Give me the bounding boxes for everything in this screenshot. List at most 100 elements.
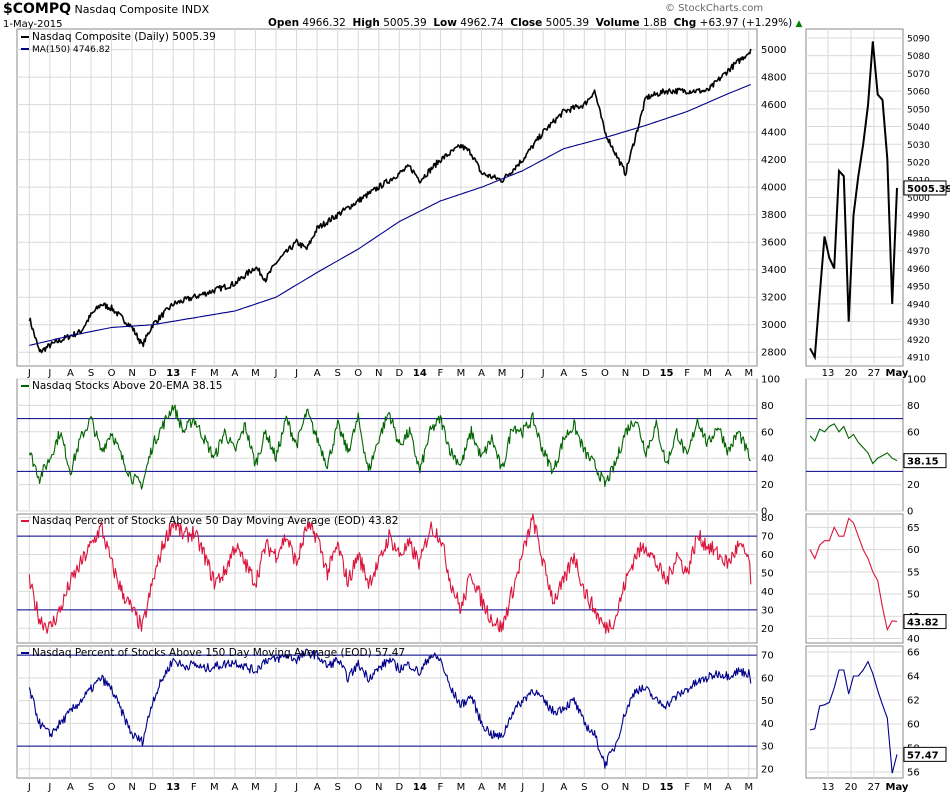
- y-tick-label: 40: [761, 587, 774, 598]
- y-tick-label: 3800: [761, 210, 786, 221]
- x-tick-label: 13: [166, 368, 180, 379]
- x-tick-label: A: [478, 368, 485, 379]
- x-tick-label: A: [560, 368, 567, 379]
- zoom-series-line-3: [809, 660, 898, 774]
- zoom-y-tick-label: 60: [907, 427, 920, 438]
- watermark: © StockCharts.com: [665, 3, 764, 14]
- zoom-y-tick-label: 4920: [907, 336, 930, 346]
- x-tick-label: O: [354, 368, 362, 379]
- x-tick-label: M: [251, 782, 260, 793]
- x-tick-label: N: [375, 368, 382, 379]
- x-tick-label: N: [622, 368, 629, 379]
- y-tick-label: 60: [761, 673, 774, 684]
- zoom-y-tick-label: 5060: [907, 88, 930, 98]
- ohlc-summary: Open 4966.32 High 5005.39 Low 4962.74 Cl…: [268, 17, 803, 29]
- x-tick-label: J: [274, 782, 278, 793]
- zoom-panel-2-frame: [805, 513, 904, 644]
- x-tick-label: M: [457, 782, 466, 793]
- x-tick-label: F: [191, 782, 197, 793]
- zoom-x-tick-label: 27: [868, 368, 881, 379]
- x-tick-label: F: [684, 368, 690, 379]
- series-line-2-0: [28, 513, 752, 634]
- x-tick-label: S: [88, 782, 94, 793]
- x-tick-label: A: [67, 782, 74, 793]
- x-tick-label: J: [47, 782, 51, 793]
- y-tick-label: 20: [761, 624, 774, 635]
- x-tick-label: A: [478, 782, 485, 793]
- zoom-y-tick-label: 60: [907, 545, 920, 556]
- x-tick-label: M: [210, 782, 219, 793]
- y-tick-label: 100: [761, 375, 780, 386]
- zoom-y-tick-label: 5040: [907, 123, 930, 133]
- x-tick-label: J: [47, 368, 51, 379]
- y-tick-label: 50: [761, 696, 774, 707]
- zoom-y-tick-label: 5070: [907, 70, 930, 80]
- zoom-y-tick-label: 5020: [907, 159, 930, 169]
- zoom-series-line-1: [809, 423, 898, 465]
- panel-title-3: Nasdaq Percent of Stocks Above 150 Day M…: [32, 647, 405, 659]
- x-tick-label: J: [274, 368, 278, 379]
- x-tick-label: S: [334, 782, 340, 793]
- y-tick-label: 70: [761, 651, 774, 662]
- x-tick-label: O: [601, 368, 609, 379]
- x-tick-label: A: [725, 368, 732, 379]
- x-tick-label: 14: [413, 368, 427, 379]
- x-tick-label: J: [27, 782, 31, 793]
- x-tick-label: J: [541, 368, 545, 379]
- zoom-y-tick-label: 56: [907, 768, 920, 779]
- last-value-box: [903, 180, 947, 196]
- x-tick-label: M: [210, 368, 219, 379]
- zoom-series-line-2: [809, 517, 898, 632]
- x-tick-label: D: [395, 782, 403, 793]
- y-tick-label: 2800: [761, 348, 786, 359]
- legend-price: Nasdaq Composite (Daily) 5005.39: [32, 31, 216, 43]
- y-tick-label: 3200: [761, 293, 786, 304]
- zoom-y-tick-label: 80: [907, 401, 920, 412]
- x-tick-label: M: [703, 782, 712, 793]
- zoom-y-tick-label: 66: [907, 648, 920, 659]
- x-tick-label: 14: [413, 782, 427, 793]
- zoom-y-tick-label: 40: [907, 634, 920, 645]
- x-tick-label: D: [149, 368, 157, 379]
- x-tick-label: M: [498, 782, 507, 793]
- zoom-y-tick-label: 4970: [907, 247, 930, 257]
- zoom-y-tick-label: 100: [907, 375, 926, 386]
- x-tick-label: M: [251, 368, 260, 379]
- x-tick-label: M: [744, 782, 753, 793]
- x-tick-label: M: [457, 368, 466, 379]
- zoom-x-tick-label: 13: [822, 782, 835, 793]
- x-tick-label: D: [149, 782, 157, 793]
- series-line-3-0: [28, 648, 752, 769]
- y-tick-label: 3400: [761, 265, 786, 276]
- x-tick-label: A: [314, 782, 321, 793]
- last-value-box: [903, 614, 947, 630]
- x-tick-label: N: [128, 782, 135, 793]
- x-tick-label: A: [560, 782, 567, 793]
- y-tick-label: 80: [761, 401, 774, 412]
- zoom-x-tick-label: 20: [845, 368, 858, 379]
- zoom-y-tick-label: 4980: [907, 229, 930, 239]
- x-tick-label: N: [128, 368, 135, 379]
- y-tick-label: 30: [761, 605, 774, 616]
- zoom-series-line-0: [809, 41, 898, 361]
- zoom-panel-3-frame: [805, 645, 904, 779]
- open-value: 4966.32: [302, 17, 346, 29]
- x-tick-label: F: [684, 782, 690, 793]
- zoom-y-tick-label: 60: [907, 720, 920, 731]
- y-tick-label: 30: [761, 742, 774, 753]
- zoom-y-tick-label: 55: [907, 567, 920, 578]
- zoom-x-tick-label: May: [886, 368, 909, 379]
- zoom-y-tick-label: 4930: [907, 318, 930, 328]
- date-label: 1-May-2015: [3, 19, 63, 30]
- y-tick-label: 3600: [761, 238, 786, 249]
- y-tick-label: 70: [761, 532, 774, 543]
- zoom-x-tick-label: May: [886, 782, 909, 793]
- y-tick-label: 20: [761, 764, 774, 775]
- zoom-y-tick-label: 20: [907, 480, 920, 491]
- zoom-x-tick-label: 20: [845, 782, 858, 793]
- legend-ma: MA(150) 4746.82: [32, 45, 110, 55]
- y-tick-label: 4800: [761, 73, 786, 84]
- zoom-y-tick-label: 5000: [907, 194, 930, 204]
